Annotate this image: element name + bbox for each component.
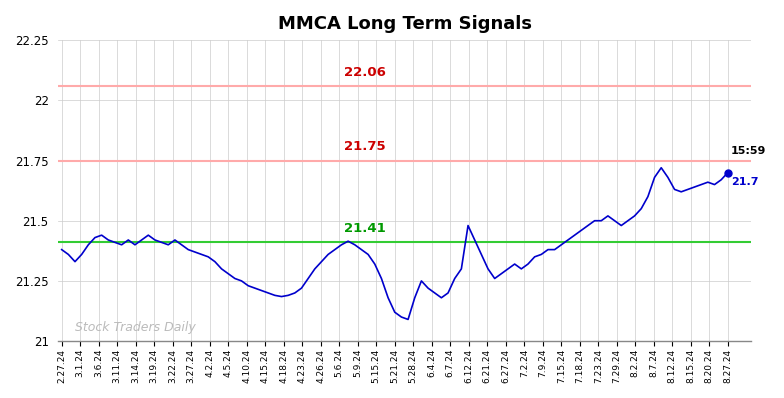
- Text: 15:59: 15:59: [731, 146, 767, 156]
- Title: MMCA Long Term Signals: MMCA Long Term Signals: [278, 15, 532, 33]
- Text: 21.75: 21.75: [344, 140, 386, 153]
- Text: 21.7: 21.7: [731, 178, 759, 187]
- Text: 22.06: 22.06: [344, 66, 387, 79]
- Text: 21.41: 21.41: [344, 222, 386, 235]
- Text: Stock Traders Daily: Stock Traders Daily: [75, 321, 196, 334]
